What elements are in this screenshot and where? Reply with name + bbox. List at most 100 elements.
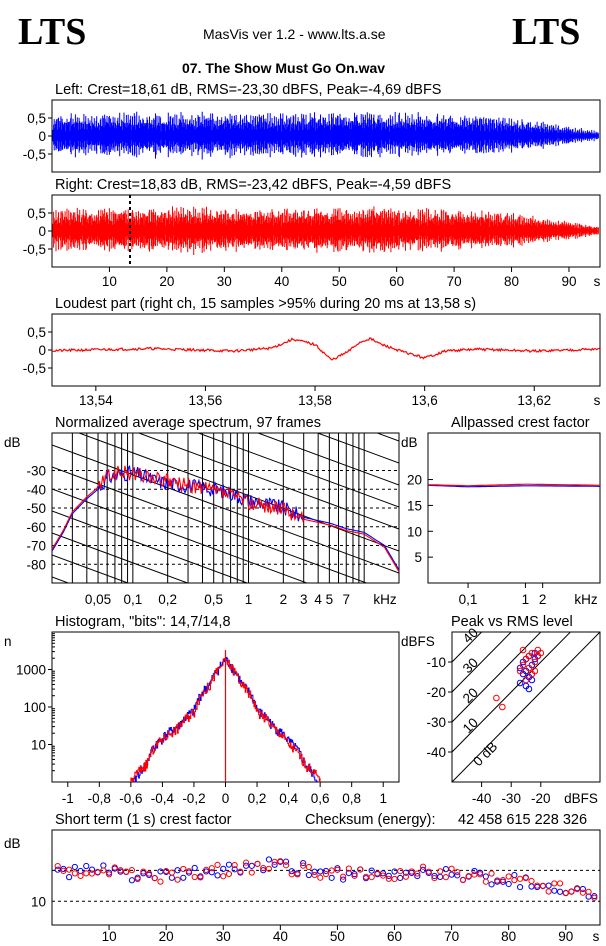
- short-crest-point: [168, 874, 175, 881]
- short-crest-point: [385, 872, 392, 879]
- short-crest-point: [180, 874, 187, 881]
- short-crest-point: [123, 868, 130, 875]
- loudest-xtick-label: s: [594, 393, 601, 408]
- short-crest-point: [437, 868, 444, 875]
- right-waveform-ytick-label: 0,5: [27, 206, 46, 221]
- short-crest-point: [322, 870, 330, 878]
- short-crest-point: [579, 885, 586, 893]
- short-crest-point: [157, 868, 164, 875]
- peak-rms-diagonal: [452, 632, 542, 723]
- left-waveform-trace: [52, 111, 599, 160]
- short-crest-xtick-label: 50: [330, 929, 345, 944]
- short-crest-point: [488, 870, 495, 877]
- allpass-ylabel: dB: [401, 435, 418, 450]
- left-waveform-ytick-label: 0,5: [27, 111, 46, 126]
- short-crest-point: [362, 873, 370, 880]
- spectrum-xtick-label: 0,1: [123, 592, 142, 607]
- peak-rms-diagonals: [452, 632, 600, 782]
- app-title: MasVis ver 1.2 - www.lts.a.se: [203, 26, 386, 42]
- left-caption: Left: Crest=18,61 dB, RMS=-23,30 dBFS, P…: [55, 82, 442, 98]
- short-crest-point: [191, 864, 198, 872]
- short-crest-point: [185, 868, 193, 875]
- short-crest-point: [208, 869, 215, 876]
- peak-rms-ylabel: dBFS: [401, 634, 435, 649]
- peak-rms-ytick-label: -20: [426, 685, 446, 700]
- short-crest-point: [231, 861, 238, 869]
- allpass-ytick-label: 20: [407, 473, 422, 488]
- short-crest-point: [168, 869, 175, 876]
- spectrum-slope-line: [256, 433, 399, 486]
- short-crest-point: [322, 867, 330, 875]
- short-crest-point: [340, 873, 347, 880]
- time-tick-label: 30: [217, 274, 232, 289]
- allpass-series-right: [427, 483, 600, 487]
- short-crest-point: [140, 870, 147, 877]
- short-crest-point: [203, 866, 210, 874]
- short-crest-point: [300, 859, 307, 867]
- short-crest-point: [345, 865, 352, 872]
- short-crest-point: [471, 871, 478, 878]
- peak-rms-diagonal: [452, 632, 512, 693]
- short-crest-point: [54, 862, 61, 870]
- short-crest-point: [499, 876, 507, 884]
- spectrum-ytick-label: -30: [26, 464, 46, 479]
- short-crest-point: [419, 863, 427, 870]
- short-crest-point: [379, 872, 387, 879]
- short-crest-point: [54, 866, 61, 873]
- left-waveform-ytick-label: 0: [38, 129, 46, 144]
- peak-rms-xtick-label: dBFS: [564, 791, 598, 806]
- time-tick-label: 40: [274, 274, 289, 289]
- short-crest-ylabel: dB: [4, 836, 21, 851]
- short-crest-point: [511, 871, 518, 879]
- short-crest-point: [305, 863, 312, 871]
- short-crest-ytick-label: 10: [31, 894, 46, 909]
- short-crest-point: [482, 878, 489, 885]
- logo-left: LTS: [18, 11, 87, 53]
- peak-rms-point: [531, 667, 539, 675]
- loudest-caption: Loudest part (right ch, 15 samples >95% …: [55, 296, 477, 312]
- short-crest-point: [88, 866, 96, 873]
- histogram-xtick-label: -0,8: [88, 791, 111, 806]
- short-crest-point: [100, 867, 107, 874]
- short-crest-point: [556, 888, 564, 895]
- allpass-caption: Allpassed crest factor: [451, 415, 590, 431]
- allpass-ytick-label: 5: [414, 550, 422, 565]
- spectrum-slope-line: [316, 433, 399, 464]
- short-crest-point: [311, 871, 318, 879]
- spectrum-slope-line: [77, 433, 399, 552]
- peak-rms-point: [516, 679, 524, 687]
- spectrum-series-left: [51, 465, 400, 571]
- histogram-ytick-label: 10: [31, 738, 46, 753]
- spectrum-ytick-label: -40: [26, 482, 46, 497]
- short-crest-point: [477, 871, 484, 878]
- short-crest-point: [391, 875, 398, 883]
- histogram-ylabel: n: [4, 634, 12, 649]
- spectrum-ytick-label: -70: [26, 539, 46, 554]
- short-crest-point: [180, 865, 187, 873]
- short-crest-point: [66, 866, 73, 873]
- spectrum-ytick-label: -80: [26, 557, 46, 572]
- short-crest-point: [311, 868, 318, 875]
- short-crest-point: [174, 876, 181, 883]
- short-crest-point: [214, 861, 221, 869]
- peak-rms-point: [493, 694, 500, 702]
- short-crest-point: [545, 882, 552, 889]
- spectrum-slope-line: [52, 554, 130, 583]
- short-crest-point: [265, 856, 273, 863]
- peak-rms-point: [525, 664, 533, 672]
- histogram-xtick-label: 1: [379, 791, 387, 806]
- histogram-xtick-label: 0,4: [279, 791, 298, 806]
- spectrum-slopes: [52, 433, 399, 583]
- short-crest-point: [242, 862, 250, 869]
- checksum-value: 42 458 615 228 326: [458, 812, 588, 828]
- short-crest-point: [414, 870, 421, 877]
- short-crest-point: [562, 890, 569, 897]
- short-crest-point: [397, 874, 404, 882]
- spectrum-xtick-label: 0,5: [204, 592, 223, 607]
- spectrum-slope-line: [375, 433, 399, 442]
- short-crest-point: [282, 862, 290, 869]
- allpass-xtick-label: kHz: [574, 592, 597, 607]
- short-crest-point: [208, 865, 215, 872]
- short-crest-point: [397, 868, 404, 875]
- logo-right: LTS: [512, 11, 581, 53]
